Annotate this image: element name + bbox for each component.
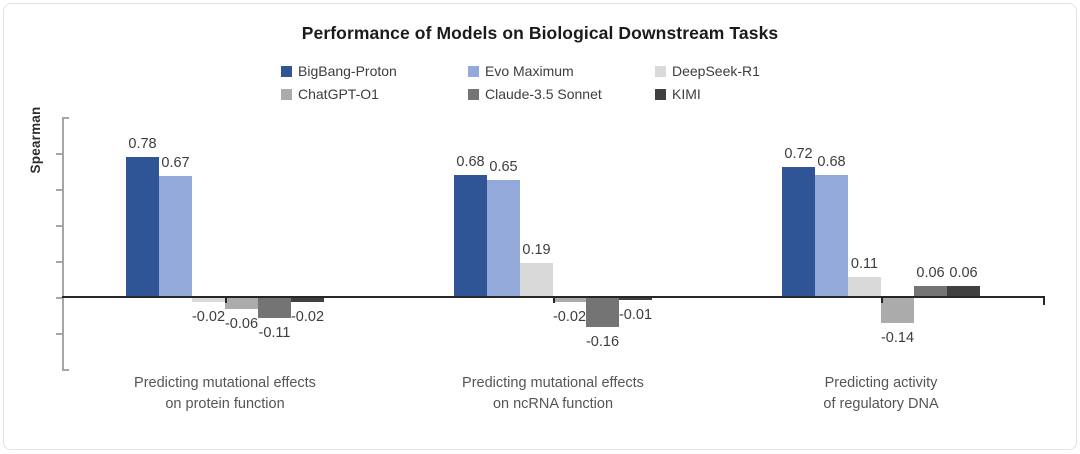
legend-item-label: Claude-3.5 Sonnet (485, 86, 602, 102)
x-axis-category-label: Predicting mutational effects on ncRNA f… (462, 375, 644, 412)
bar (291, 298, 324, 302)
y-axis-tick (56, 261, 63, 263)
value-label: -0.06 (224, 315, 259, 332)
y-axis-tick (56, 189, 63, 191)
y-axis-tick (62, 117, 69, 119)
legend-item-label: ChatGPT-O1 (298, 86, 379, 102)
legend-swatch (468, 65, 479, 77)
y-axis-tick (56, 225, 63, 227)
y-axis-line (62, 117, 64, 369)
y-axis-tick (56, 333, 63, 335)
legend-item-label: DeepSeek-R1 (672, 63, 760, 79)
value-label: -0.02 (552, 308, 587, 325)
value-label: -0.11 (258, 324, 291, 341)
legend-item: ChatGPT-O1 (281, 86, 379, 102)
value-label: -0.14 (880, 330, 915, 347)
bar (815, 174, 848, 297)
chart-title: Performance of Models on Biological Down… (301, 23, 779, 43)
legend-item-label: KIMI (672, 86, 701, 102)
legend-swatch (281, 65, 292, 77)
x-axis-category-label: Predicting mutational effects on protein… (134, 375, 316, 412)
value-label: 0.67 (161, 155, 190, 172)
legend-item: BigBang-Proton (281, 63, 397, 79)
value-label: 0.19 (522, 241, 551, 258)
value-label: 0.06 (916, 265, 945, 282)
bar (159, 176, 192, 297)
legend: BigBang-Proton Evo Maximum DeepSeek-R1 Chat… (0, 0, 1080, 110)
bar (848, 277, 881, 297)
bar (947, 286, 980, 297)
y-axis-tick (56, 153, 63, 155)
x-axis-tick (881, 298, 883, 303)
bar (258, 298, 291, 318)
bar (782, 167, 815, 297)
legend-swatch (468, 88, 479, 100)
bar (454, 174, 487, 297)
bar (586, 298, 619, 327)
y-axis-tick (62, 369, 69, 371)
legend-item: KIMI (655, 86, 701, 102)
legend-item: DeepSeek-R1 (655, 63, 760, 79)
x-axis-end-tick (1042, 295, 1045, 305)
x-axis-category-label: Predicting activity of regulatory DNA (823, 375, 939, 412)
value-label: 0.11 (850, 256, 879, 273)
value-label: 0.68 (817, 153, 846, 170)
y-axis-tick (56, 297, 63, 299)
value-label: 0.78 (128, 135, 157, 152)
x-axis-line (62, 295, 1045, 298)
value-label: 0.68 (456, 153, 485, 170)
value-label: 0.65 (489, 159, 518, 175)
bar (225, 298, 258, 309)
legend-swatch (281, 88, 292, 100)
bar (520, 262, 553, 297)
bar (553, 298, 586, 302)
bar (881, 298, 914, 324)
x-axis-tick (225, 298, 227, 303)
bar (619, 298, 652, 300)
x-axis-tick (553, 298, 555, 303)
value-label: 0.72 (784, 146, 813, 163)
value-label: 0.06 (949, 265, 978, 282)
legend-item-label: Evo Maximum (485, 63, 574, 79)
legend-item-label: BigBang-Proton (298, 63, 397, 79)
bar (126, 156, 159, 297)
legend-item: Claude-3.5 Sonnet (468, 86, 602, 102)
bar (192, 298, 225, 302)
value-label: -0.01 (618, 306, 653, 323)
value-label: -0.02 (191, 308, 226, 325)
bar (487, 180, 520, 297)
value-label: -0.02 (290, 308, 325, 325)
value-label: -0.16 (585, 333, 620, 350)
legend-swatch (655, 65, 666, 77)
bar (914, 286, 947, 297)
legend-swatch (655, 88, 666, 100)
legend-item: Evo Maximum (468, 63, 574, 79)
